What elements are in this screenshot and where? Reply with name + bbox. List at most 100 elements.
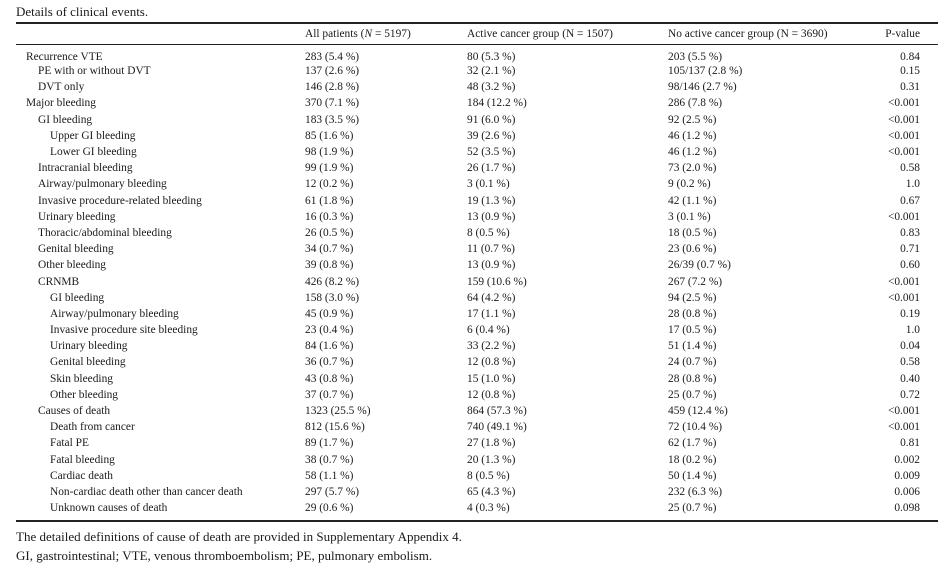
cell-active-cancer: 48 (3.2 %): [467, 81, 516, 94]
footnote-definitions: The detailed definitions of cause of dea…: [16, 529, 462, 544]
row-label: Genital bleeding: [50, 356, 126, 369]
cell-no-active-cancer: 28 (0.8 %): [668, 307, 717, 320]
row-label: Skin bleeding: [50, 372, 113, 385]
cell-all-patients: 58 (1.1 %): [305, 469, 354, 482]
cell-no-active-cancer: 17 (0.5 %): [668, 324, 717, 337]
table-row: Fatal PE 89 (1.7 %) 27 (1.8 %) 62 (1.7 %) 0.…: [16, 435, 938, 451]
row-label: Invasive procedure-related bleeding: [38, 194, 202, 207]
row-label: Other bleeding: [50, 388, 119, 401]
cell-all-patients: 89 (1.7 %): [305, 437, 354, 450]
table-row: Death from cancer 812 (15.6 %) 740 (49.1 %…: [16, 419, 938, 435]
cell-active-cancer: 91 (6.0 %): [467, 113, 516, 126]
cell-active-cancer: 19 (1.3 %): [467, 194, 516, 207]
cell-no-active-cancer: 203 (5.5 %): [668, 51, 723, 63]
cell-p-value: 1.0: [905, 178, 920, 191]
cell-p-value: 0.60: [900, 259, 920, 272]
row-label: GI bleeding: [38, 113, 93, 126]
cell-no-active-cancer: 46 (1.2 %): [668, 146, 717, 159]
cell-active-cancer: 8 (0.5 %): [467, 226, 510, 239]
cell-active-cancer: 33 (2.2 %): [467, 340, 516, 353]
cell-p-value: 0.19: [900, 307, 920, 320]
cell-p-value: 0.58: [900, 356, 920, 369]
cell-active-cancer: 8 (0.5 %): [467, 469, 510, 482]
row-label: Intracranial bleeding: [38, 162, 133, 175]
cell-all-patients: 23 (0.4 %): [305, 324, 354, 337]
header-rule: [16, 44, 938, 45]
cell-p-value: <0.001: [887, 291, 920, 304]
cell-active-cancer: 64 (4.2 %): [467, 291, 516, 304]
header-p-value: P-value: [885, 28, 920, 40]
cell-active-cancer: 4 (0.3 %): [467, 502, 510, 515]
row-label: Fatal bleeding: [50, 453, 115, 466]
cell-p-value: <0.001: [887, 129, 920, 142]
table-row: Recurrence VTE 283 (5.4 %) 80 (5.3 %) 203 (…: [16, 44, 938, 63]
table-row: Other bleeding 39 (0.8 %) 13 (0.9 %) 26/39 …: [16, 257, 938, 273]
cell-active-cancer: 27 (1.8 %): [467, 437, 516, 450]
row-label: Urinary bleeding: [38, 210, 116, 223]
cell-all-patients: 12 (0.2 %): [305, 178, 354, 191]
table-row: DVT only 146 (2.8 %) 48 (3.2 %) 98/146 (2.7…: [16, 79, 938, 95]
table-row: Cardiac death 58 (1.1 %) 8 (0.5 %) 50 (1.4 …: [16, 468, 938, 484]
cell-no-active-cancer: 25 (0.7 %): [668, 388, 717, 401]
cell-active-cancer: 740 (49.1 %): [467, 421, 527, 434]
cell-all-patients: 29 (0.6 %): [305, 502, 354, 515]
cell-active-cancer: 65 (4.3 %): [467, 485, 516, 498]
table-row: Genital bleeding 36 (0.7 %) 12 (0.8 %) 24 (…: [16, 354, 938, 370]
cell-p-value: 0.04: [900, 340, 920, 353]
cell-active-cancer: 15 (1.0 %): [467, 372, 516, 385]
cell-all-patients: 45 (0.9 %): [305, 307, 354, 320]
top-rule: [16, 22, 938, 24]
cell-active-cancer: 6 (0.4 %): [467, 324, 510, 337]
cell-no-active-cancer: 73 (2.0 %): [668, 162, 717, 175]
cell-p-value: <0.001: [887, 146, 920, 159]
table-row: Urinary bleeding 16 (0.3 %) 13 (0.9 %) 3 (0…: [16, 209, 938, 225]
cell-no-active-cancer: 23 (0.6 %): [668, 243, 717, 256]
cell-active-cancer: 52 (3.5 %): [467, 146, 516, 159]
cell-p-value: <0.001: [887, 97, 920, 110]
row-label: Invasive procedure site bleeding: [50, 324, 198, 337]
cell-active-cancer: 11 (0.7 %): [467, 243, 515, 256]
cell-all-patients: 1323 (25.5 %): [305, 405, 371, 418]
table-row: GI bleeding 183 (3.5 %) 91 (6.0 %) 92 (2.5 …: [16, 112, 938, 128]
table-row: Invasive procedure-related bleeding 61 (1…: [16, 193, 938, 209]
cell-all-patients: 158 (3.0 %): [305, 291, 360, 304]
row-label: Causes of death: [38, 405, 111, 418]
row-label: CRNMB: [38, 275, 80, 288]
row-label: Major bleeding: [26, 97, 96, 110]
header-all-patients: All patients (N = 5197): [305, 28, 411, 40]
cell-no-active-cancer: 24 (0.7 %): [668, 356, 717, 369]
header-no-active-cancer: No active cancer group (N = 3690): [668, 28, 828, 40]
cell-p-value: 0.67: [900, 194, 920, 207]
cell-no-active-cancer: 50 (1.4 %): [668, 469, 717, 482]
cell-active-cancer: 159 (10.6 %): [467, 275, 527, 288]
table-caption: Details of clinical events.: [16, 4, 149, 19]
cell-no-active-cancer: 46 (1.2 %): [668, 129, 717, 142]
cell-p-value: 0.31: [900, 81, 920, 94]
cell-all-patients: 36 (0.7 %): [305, 356, 354, 369]
cell-p-value: 0.84: [900, 51, 920, 63]
table-row: Airway/pulmonary bleeding 45 (0.9 %) 17 (1…: [16, 306, 938, 322]
footnote-abbreviations: GI, gastrointestinal; VTE, venous thromb…: [16, 548, 433, 563]
cell-active-cancer: 12 (0.8 %): [467, 356, 516, 369]
cell-no-active-cancer: 26/39 (0.7 %): [668, 259, 731, 272]
cell-all-patients: 137 (2.6 %): [305, 65, 360, 78]
cell-all-patients: 812 (15.6 %): [305, 421, 365, 434]
cell-active-cancer: 12 (0.8 %): [467, 388, 516, 401]
cell-no-active-cancer: 94 (2.5 %): [668, 291, 717, 304]
table-row: Airway/pulmonary bleeding 12 (0.2 %) 3 (0.…: [16, 176, 938, 192]
cell-no-active-cancer: 286 (7.8 %): [668, 97, 723, 110]
cell-no-active-cancer: 105/137 (2.8 %): [668, 65, 743, 78]
cell-p-value: <0.001: [887, 405, 920, 418]
table-row: CRNMB 426 (8.2 %) 159 (10.6 %) 267 (7.2 %) <…: [16, 273, 938, 289]
cell-p-value: 0.15: [900, 65, 920, 78]
row-label: Urinary bleeding: [50, 340, 128, 353]
header-active-cancer: Active cancer group (N = 1507): [467, 28, 613, 40]
cell-active-cancer: 184 (12.2 %): [467, 97, 527, 110]
cell-p-value: 0.006: [894, 485, 920, 498]
cell-all-patients: 370 (7.1 %): [305, 97, 360, 110]
row-label: Other bleeding: [38, 259, 107, 272]
cell-no-active-cancer: 42 (1.1 %): [668, 194, 717, 207]
cell-p-value: 0.009: [894, 469, 920, 482]
cell-no-active-cancer: 267 (7.2 %): [668, 275, 723, 288]
cell-active-cancer: 17 (1.1 %): [467, 307, 516, 320]
